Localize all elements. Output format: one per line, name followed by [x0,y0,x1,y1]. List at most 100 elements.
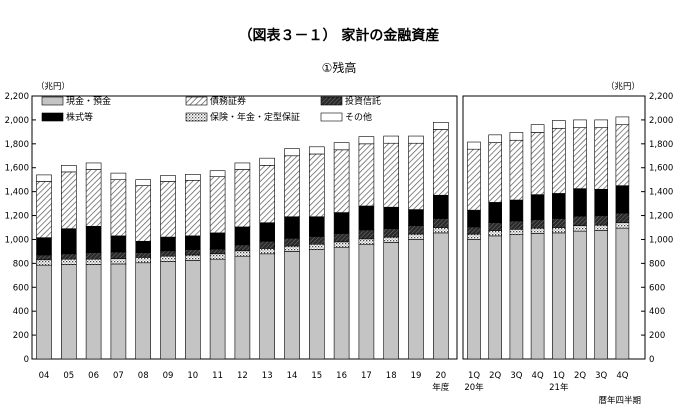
chart-subtitle: ①残高 [322,60,357,75]
y-tick-label: 800 [13,259,29,269]
bar-segment-dots [573,225,587,232]
x-tick-label: 17 [361,371,372,381]
bar-segment-dark [36,254,52,261]
y-tick-label: 1,800 [5,140,29,150]
bar-segment-dots [358,238,375,245]
bar-segment-gray [615,227,630,360]
bar-segment-dark [284,237,300,247]
bar-segment-gray [110,263,127,360]
bar-segment-white [284,148,300,157]
bar-segment-black [234,226,251,246]
bar-segment-hatch [135,185,151,242]
x-year-label: 20年 [464,382,484,393]
bar-segment-black [185,235,201,250]
bar-segment-black [432,194,449,219]
bar-segment-black [60,228,77,255]
y-tick-label: 800 [649,259,665,269]
bar-segment-dark [110,251,127,259]
bar-segment-white [85,162,102,170]
x-tick-label: 14 [287,371,298,381]
y-tick-label: 2,000 [649,116,673,126]
bar-segment-dots [509,228,524,235]
bar-segment-dots [383,236,400,243]
bar-segment-white [551,120,566,129]
bar-segment-gray [259,253,276,360]
bar-segment-hatch [110,179,127,237]
bar-segment-dots [308,243,325,250]
bar-segment-hatch [594,127,609,190]
bar-segment-dots [488,230,503,237]
bar-segment-dark [259,240,276,249]
bar-segment-dark [408,225,424,235]
x-tick-label: 06 [88,371,99,381]
x-axis-title: 暦年四半期 [598,395,641,406]
y-tick-label: 1,600 [649,164,673,174]
bar-segment-white [530,124,545,133]
bar-segment-dots [85,258,102,265]
bar-segment-hatch [509,139,524,201]
bar-segment-hatch [234,169,251,228]
bar-segment-hatch [408,142,424,210]
bar-segment-hatch [333,149,350,213]
x-axis-title: 年度 [432,382,450,393]
legend-label: その他 [345,111,372,123]
bar-segment-gray [234,255,251,360]
bar-segment-hatch [160,181,176,238]
x-tick-label: 16 [336,371,347,381]
x-tick-label: 20 [435,371,446,381]
bar-segment-dots [284,245,300,252]
y-tick-label: 600 [649,283,665,293]
bar-segment-gray [185,260,201,360]
bar-segment-black [259,222,276,242]
y-tick-label: 1,000 [649,235,673,245]
x-tick-label: 4Q [532,371,544,381]
y-tick-label: 200 [13,331,29,341]
x-tick-label: 3Q [595,371,607,381]
x-tick-label: 2Q [574,371,586,381]
bar-segment-dots [110,258,127,265]
bar-segment-dots [259,248,276,255]
bar-segment-dark [488,222,503,231]
y-tick-label: 600 [13,283,29,293]
bar-segment-gray [573,230,587,360]
bar-segment-dark [60,253,77,260]
bar-segment-dark [615,212,630,224]
bar-segment-white [185,174,201,181]
x-tick-label: 18 [386,371,397,381]
bar-segment-gray [135,262,151,360]
bar-segment-black [509,199,524,222]
bar-segment-dark [160,250,176,257]
bar-segment-black [408,209,424,227]
bar-segment-black [284,216,300,239]
bar-segment-gray [85,264,102,360]
bar-segment-dark [467,226,481,235]
legend-label: 債務証券 [210,95,246,107]
bar-segment-gray [488,235,503,360]
bar-segment-hatch [85,169,102,227]
x-tick-label: 09 [163,371,174,381]
y-tick-label: 400 [13,307,29,317]
bar-segment-dark [551,218,566,228]
bar-segment-black [530,194,545,221]
y-tick-label: 1,800 [649,140,673,150]
bar-segment-dots [36,259,52,266]
bar-segment-black [135,240,151,253]
chart-title: （図表３－１） 家計の金融資産 [239,27,440,44]
bar-segment-white [467,141,481,150]
bar-segment-dots [432,227,449,234]
bar-segment-white [160,175,176,182]
bar-segment-dark [358,229,375,240]
bar-segment-gray [308,249,325,360]
bar-segment-dots [60,258,77,265]
bar-segment-dark [509,220,524,230]
bar-segment-dark [308,236,325,245]
x-tick-label: 15 [311,371,322,381]
bar-segment-gray [358,243,375,360]
bar-segment-dark [135,252,151,258]
bar-segment-hatch [530,132,545,195]
bar-segment-hatch [36,181,52,238]
bar-segment-gray [551,232,566,360]
bar-segment-black [594,188,609,216]
